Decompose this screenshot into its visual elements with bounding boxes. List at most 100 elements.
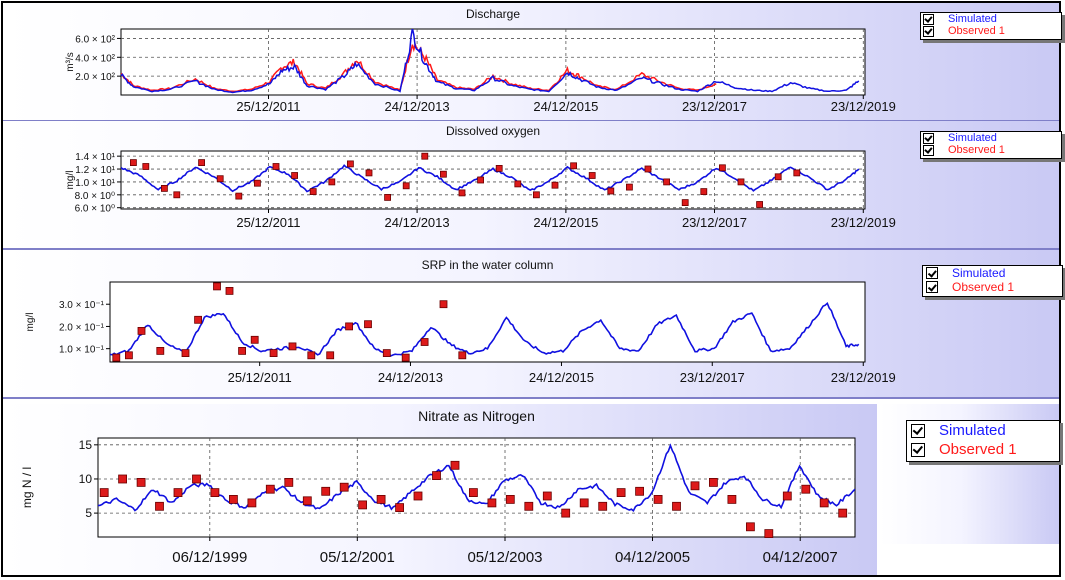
y-axis-label: mg N / l bbox=[20, 467, 34, 508]
y-tick-label: 2.0 × 10² bbox=[75, 72, 115, 83]
x-tick-label: 25/12/2011 bbox=[236, 99, 300, 114]
x-tick-label: 05/12/2001 bbox=[320, 549, 395, 566]
observed-point bbox=[194, 315, 203, 324]
srp-panel: SRP in the water column mg/l 3.0 × 10⁻¹ 2.0… bbox=[3, 250, 1063, 399]
y-axis-label: mg/l bbox=[65, 171, 76, 190]
x-tick-label: 23/12/2019 bbox=[831, 99, 896, 114]
y-tick-label: 1.0 × 10⁻¹ bbox=[59, 345, 105, 356]
observed-point bbox=[247, 498, 257, 508]
simulated-checkbox[interactable] bbox=[923, 13, 934, 25]
x-tick-label: 23/12/2017 bbox=[682, 99, 747, 114]
observed-point bbox=[838, 508, 848, 518]
plot-area bbox=[97, 437, 856, 538]
observed-point bbox=[339, 482, 349, 492]
simulated-series-line bbox=[98, 443, 855, 513]
observed-point bbox=[358, 500, 368, 510]
observed-point bbox=[160, 185, 168, 192]
y-tick-label: 4.0 × 10² bbox=[75, 53, 115, 64]
observed-checkbox[interactable] bbox=[923, 25, 934, 37]
plot-area bbox=[120, 28, 866, 96]
observed-checkbox[interactable] bbox=[911, 442, 925, 457]
x-tick-label: 23/12/2019 bbox=[831, 370, 896, 385]
observed-point bbox=[382, 349, 391, 357]
observed-point bbox=[561, 508, 571, 518]
dissolved-oxygen-legend: Simulated Observed 1 bbox=[920, 131, 1062, 159]
observed-point bbox=[524, 501, 534, 511]
observed-point bbox=[468, 488, 478, 497]
observed-point bbox=[672, 501, 681, 511]
observed-point bbox=[228, 495, 238, 504]
y-tick-label: 8.0 × 10⁰ bbox=[75, 191, 115, 202]
observed-point bbox=[413, 491, 423, 501]
simulated-checkbox[interactable] bbox=[926, 267, 938, 279]
observed-point bbox=[616, 488, 626, 497]
x-tick-label: 24/12/2015 bbox=[529, 370, 594, 385]
observed-point bbox=[291, 172, 299, 179]
observed-point bbox=[709, 478, 718, 487]
observed-point bbox=[588, 172, 596, 179]
observed-point bbox=[250, 335, 259, 344]
nitrate-panel: Nitrate as Nitrogen mg N / l 15 10 5 06/12/19… bbox=[3, 404, 877, 575]
observed-point bbox=[551, 181, 559, 189]
observed-point bbox=[181, 349, 190, 357]
observed-point bbox=[401, 353, 410, 362]
observed-point bbox=[235, 192, 243, 200]
observed-point bbox=[376, 495, 386, 504]
observed-point bbox=[644, 165, 652, 173]
observed-point bbox=[542, 491, 552, 501]
observed-point bbox=[309, 188, 317, 195]
observed-checkbox[interactable] bbox=[923, 144, 934, 156]
legend-simulated-label: Simulated bbox=[952, 266, 1006, 280]
chart-title: Nitrate as Nitrogen bbox=[418, 408, 535, 424]
observed-point bbox=[402, 182, 410, 190]
y-tick-label: 1.4 × 10¹ bbox=[75, 152, 115, 163]
plot-area bbox=[120, 150, 866, 210]
simulated-checkbox[interactable] bbox=[911, 423, 925, 438]
observed-point bbox=[793, 169, 801, 177]
observed-point bbox=[635, 486, 644, 496]
y-tick-label: 10 bbox=[79, 472, 93, 486]
x-tick-label: 25/12/2011 bbox=[228, 370, 292, 385]
observed-point bbox=[225, 287, 234, 295]
x-tick-label: 06/12/1999 bbox=[172, 549, 247, 566]
x-tick-label: 04/12/2005 bbox=[615, 549, 690, 566]
discharge-panel: Discharge m³/s 6.0 × 10² 4.0 × 10² 2.0 × 10²… bbox=[3, 3, 1062, 122]
legend-observed-label: Observed 1 bbox=[948, 144, 1005, 156]
x-tick-label: 05/12/2003 bbox=[467, 549, 542, 566]
observed-point bbox=[801, 484, 811, 494]
observed-checkbox[interactable] bbox=[926, 281, 938, 293]
chart-title: SRP in the water column bbox=[422, 258, 554, 272]
observed-point bbox=[579, 498, 589, 508]
legend-simulated-label: Simulated bbox=[948, 13, 997, 25]
observed-point bbox=[420, 338, 429, 346]
observed-point bbox=[719, 164, 726, 172]
observed-point bbox=[570, 162, 577, 170]
observed-point bbox=[700, 188, 708, 195]
observed-point bbox=[477, 176, 485, 184]
x-tick-label: 24/12/2015 bbox=[533, 99, 598, 114]
observed-point bbox=[118, 474, 127, 484]
x-tick-label: 24/12/2013 bbox=[385, 215, 450, 230]
observed-point bbox=[210, 488, 220, 497]
simulated-checkbox[interactable] bbox=[923, 132, 934, 144]
y-tick-label: 1.0 × 10¹ bbox=[75, 178, 115, 189]
legend-simulated-label: Simulated bbox=[939, 422, 1006, 439]
observed-point bbox=[439, 300, 448, 309]
x-tick-label: 24/12/2013 bbox=[385, 99, 450, 114]
x-tick-label: 04/12/2007 bbox=[763, 549, 838, 566]
legend-observed-label: Observed 1 bbox=[948, 25, 1005, 37]
observed-point bbox=[365, 169, 373, 177]
observed-point bbox=[265, 484, 275, 494]
observed-point bbox=[155, 501, 164, 511]
y-tick-label: 5 bbox=[85, 506, 92, 520]
observed-point bbox=[727, 495, 737, 504]
observed-point bbox=[253, 179, 261, 187]
observed-point bbox=[819, 498, 829, 508]
simulated-series-line bbox=[110, 301, 860, 357]
observed-point bbox=[326, 351, 335, 360]
dissolved-oxygen-chart: Dissolved oxygen mg/l 1.4 × 10¹ 1.2 × 10¹ 1.… bbox=[65, 124, 896, 230]
observed-point bbox=[690, 481, 700, 491]
observed-point bbox=[487, 498, 497, 508]
observed-point bbox=[142, 163, 150, 170]
chart-title: Dissolved oxygen bbox=[446, 124, 540, 138]
